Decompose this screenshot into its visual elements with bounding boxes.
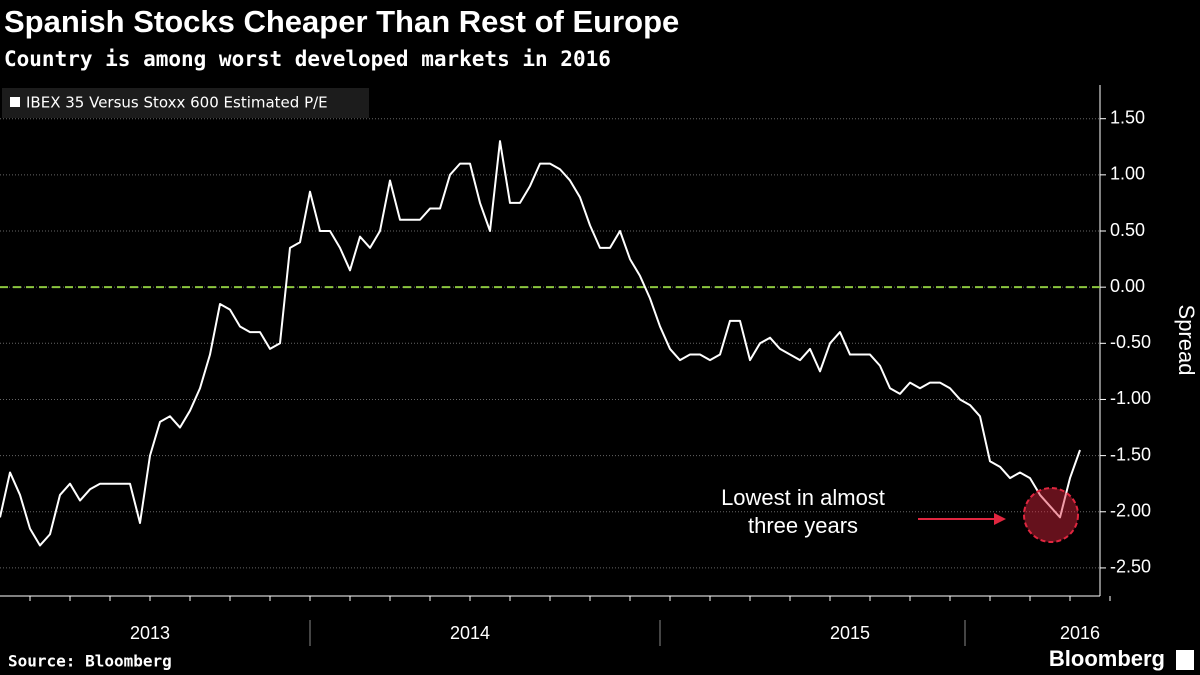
y-tick-label: 0.00: [1110, 276, 1145, 296]
y-tick-label: 1.50: [1110, 107, 1145, 127]
y-tick-label: -1.00: [1110, 388, 1151, 408]
x-tick-label: 2013: [130, 623, 170, 643]
y-tick-label: -2.50: [1110, 557, 1151, 577]
legend-box: [2, 88, 369, 118]
y-axis-label: Spread: [1174, 305, 1199, 376]
brand: Bloomberg: [1049, 646, 1165, 671]
x-tick-label: 2016: [1060, 623, 1100, 643]
annotation-circle: [1023, 487, 1079, 543]
annotation-text: three years: [748, 513, 858, 538]
annotation-text: Lowest in almost: [721, 485, 885, 510]
y-tick-label: -0.50: [1110, 332, 1151, 352]
series-line: [0, 140, 1081, 547]
source: Source: Bloomberg: [8, 652, 172, 671]
chart-title: Spanish Stocks Cheaper Than Rest of Euro…: [4, 4, 679, 39]
legend-label: IBEX 35 Versus Stoxx 600 Estimated P/E: [26, 94, 328, 112]
x-tick-label: 2014: [450, 623, 490, 643]
x-tick-label: 2015: [830, 623, 870, 643]
annotation-arrowhead: [994, 513, 1006, 525]
y-tick-label: 0.50: [1110, 220, 1145, 240]
brand-icon: [1176, 650, 1194, 670]
y-tick-label: -2.00: [1110, 501, 1151, 521]
y-tick-label: 1.00: [1110, 164, 1145, 184]
legend-swatch: [10, 97, 20, 107]
y-tick-label: -1.50: [1110, 444, 1151, 464]
chart-subtitle: Country is among worst developed markets…: [4, 47, 611, 71]
